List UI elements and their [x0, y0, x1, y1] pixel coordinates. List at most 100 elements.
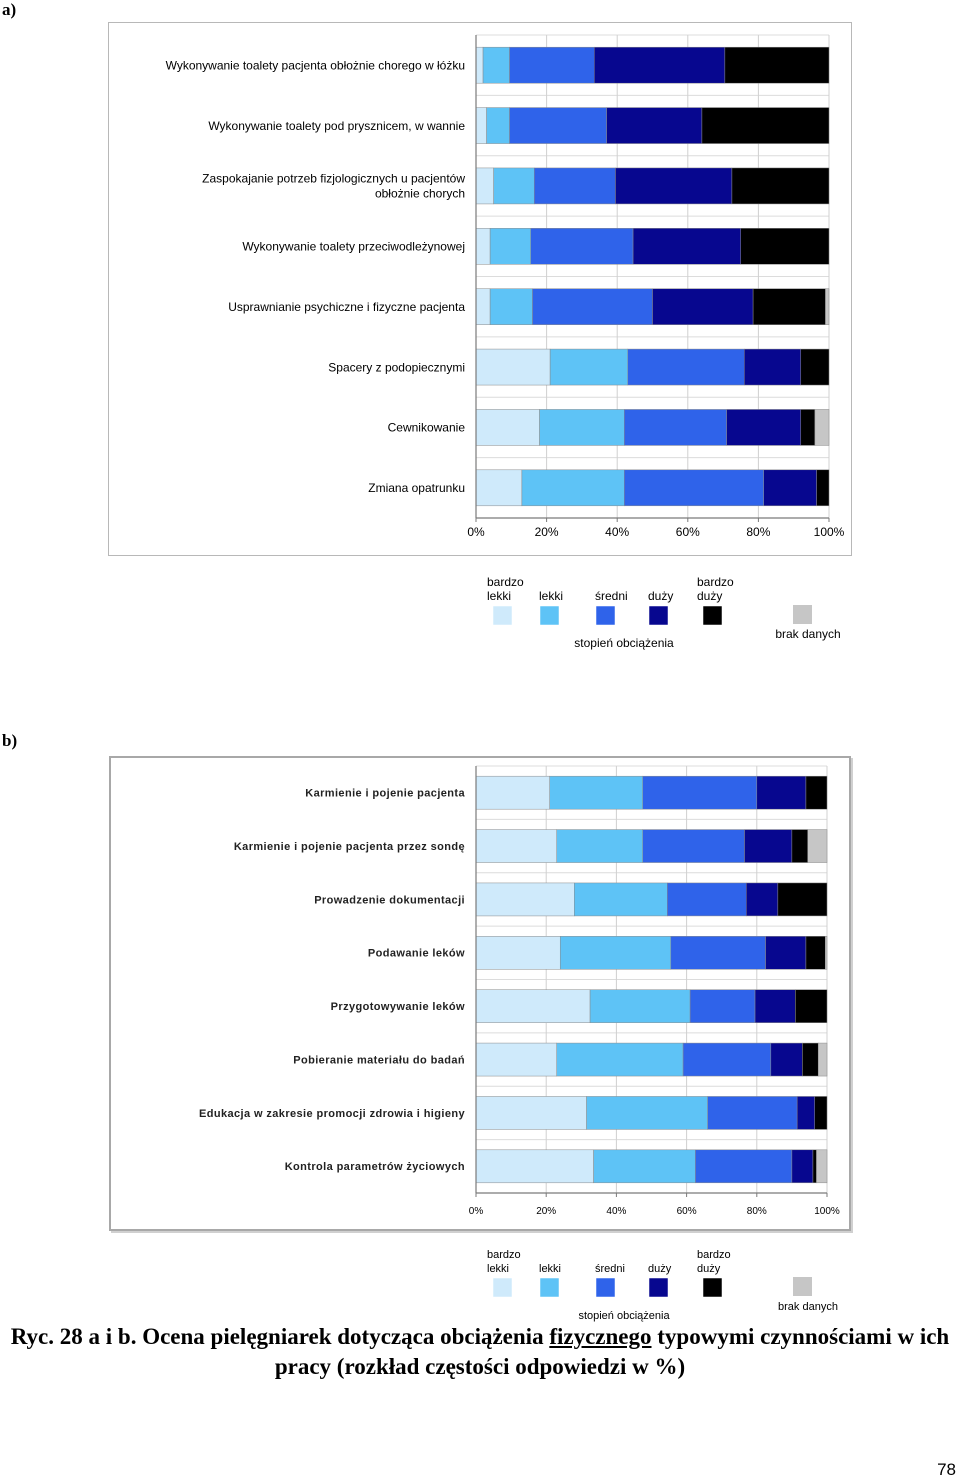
chart-b-bar-segment-duzy	[770, 1042, 803, 1077]
chart-b-bar-segment-brak-danych	[824, 936, 828, 970]
chart-a-legend-label-lekki: lekki	[539, 589, 563, 603]
chart-a-bar-segment-bardzo-duzy	[816, 469, 830, 507]
chart-b-bar-segment-sredni	[670, 936, 766, 970]
chart-b-bar-segment-bardzo-duzy	[814, 1096, 828, 1130]
chart-a-bar-segment-duzy	[606, 107, 703, 144]
chart-b-legend-label-bardzo-lekki: lekki	[487, 1263, 509, 1275]
chart-a-legend-swatch-bardzo-lekki	[492, 605, 513, 626]
chart-a-legend-label-brak-danych: brak danych	[775, 627, 840, 641]
chart-b-bar-segment-duzy	[765, 936, 807, 970]
chart-b-category-label: Pobieranie materiału do badań	[293, 1054, 465, 1066]
chart-b-legend-swatch-lekki	[539, 1277, 560, 1298]
chart-a-bar-segment-bardzo-duzy	[800, 348, 830, 386]
chart-a-bar-segment-bardzo-lekki	[475, 46, 484, 84]
chart-b-bar-segment-duzy	[754, 989, 796, 1023]
chart-a-bar-segment-bardzo-lekki	[475, 348, 551, 386]
chart-a-bar-segment-lekki	[482, 46, 510, 84]
chart-b-legend-label-bardzo-duzy: duży	[697, 1263, 721, 1275]
chart-a-category-label: obłożnie chorych	[375, 187, 465, 201]
chart-a-category-label: Zmiana opatrunku	[368, 481, 465, 495]
chart-b-legend-swatch-bardzo-lekki	[492, 1277, 513, 1298]
chart-b-bar-segment-sredni	[695, 1149, 793, 1184]
chart-a-bar-segment-bardzo-duzy	[800, 409, 816, 446]
chart-a-legend-label-bardzo-lekki: bardzo	[487, 575, 524, 589]
chart-a-category-label: Zaspokajanie potrzeb fizjologicznych u p…	[202, 172, 465, 186]
chart-a-bar-segment-bardzo-lekki	[475, 288, 491, 325]
chart-b-bar-segment-bardzo-duzy	[795, 989, 828, 1023]
chart-a-bar-segment-lekki	[489, 228, 531, 265]
chart-b-bar-segment-lekki	[589, 989, 691, 1023]
chart-b-bar-segment-bardzo-duzy	[805, 936, 826, 970]
chart-b-legend-swatch-bardzo-duzy	[702, 1277, 723, 1298]
chart-b-legend-label-bardzo-duzy: bardzo	[697, 1249, 731, 1261]
chart-b-bar-segment-brak-danych	[816, 1149, 828, 1184]
chart-a-bar-segment-sredni	[624, 469, 764, 507]
chart-b-bar-segment-duzy	[791, 1149, 814, 1184]
chart-b-bar-segment-sredni	[667, 882, 747, 917]
chart-b-legend-label-lekki: lekki	[539, 1263, 561, 1275]
chart-a-bar-segment-bardzo-duzy	[740, 228, 830, 265]
chart-a-category-label: Usprawnianie psychiczne i fizyczne pacje…	[228, 300, 465, 314]
chart-b-bar-segment-brak-danych	[807, 829, 828, 863]
chart-a-bar-segment-duzy	[632, 228, 742, 265]
chart-b-legend-label-duzy: duży	[648, 1263, 672, 1275]
chart-a-bar-segment-duzy	[763, 469, 817, 507]
chart-b-category-label: Karmienie i pojenie pacjenta	[305, 788, 465, 800]
chart-b-bar-segment-lekki	[549, 775, 643, 810]
chart-a-bar-segment-bardzo-lekki	[475, 409, 540, 446]
chart-b-category-label: Prowadzenie dokumentacji	[314, 894, 465, 906]
chart-a-bar-segment-bardzo-duzy	[731, 167, 830, 205]
chart-b-bar-segment-bardzo-lekki	[475, 936, 561, 970]
chart-a-bar-segment-duzy	[594, 46, 726, 84]
charts-svg: Wykonywanie toalety pacjenta obłożnie ch…	[166, 34, 845, 1322]
chart-a-category-label: Cewnikowanie	[388, 421, 466, 435]
chart-b-bar-segment-bardzo-duzy	[791, 829, 808, 863]
chart-a-bar-segment-bardzo-lekki	[475, 228, 491, 265]
chart-a-bar-segment-sredni	[624, 409, 727, 446]
chart-b-category-label: Kontrola parametrów życiowych	[285, 1161, 465, 1173]
chart-b-bar-segment-bardzo-duzy	[805, 775, 828, 810]
chart-b-bar-segment-sredni	[642, 829, 745, 863]
chart-a-legend-label-sredni: średni	[595, 589, 628, 603]
chart-a-category-label: Wykonywanie toalety pod prysznicem, w wa…	[208, 119, 465, 133]
chart-b-category-label: Podawanie leków	[368, 948, 465, 960]
panel-a-label: a)	[2, 0, 17, 19]
chart-b-bar-segment-sredni	[689, 989, 756, 1023]
chart-a-category-label: Wykonywanie toalety przeciwodleżynowej	[242, 240, 465, 254]
chart-a-x-tick-label: 0%	[467, 525, 485, 539]
chart-a-x-tick-label: 20%	[535, 525, 559, 539]
chart-a-bar-segment-sredni	[509, 107, 607, 144]
chart-b-x-tick-label: 60%	[677, 1206, 697, 1217]
chart-b-bar-segment-bardzo-lekki	[475, 1042, 557, 1077]
caption-suffix: typowymi czynnościami w ich pracy (rozkł…	[274, 1324, 950, 1379]
chart-b-bar-segment-bardzo-lekki	[475, 1096, 587, 1130]
chart-b-bar-segment-lekki	[593, 1149, 696, 1184]
chart-a-bar-segment-lekki	[521, 469, 625, 507]
chart-a-bar-segment-sredni	[532, 288, 653, 325]
chart-a-legend-label-bardzo-duzy: bardzo	[697, 575, 734, 589]
chart-b-bar-segment-sredni	[682, 1042, 772, 1077]
chart-a-legend-swatch-sredni	[595, 605, 616, 626]
chart-b-x-tick-label: 0%	[469, 1206, 484, 1217]
chart-b-bar-segment-bardzo-lekki	[475, 989, 591, 1023]
chart-b-legend-label-brak-danych: brak danych	[778, 1301, 838, 1313]
chart-b-bar-segment-lekki	[556, 1042, 684, 1077]
figure-caption: Ryc. 28 a i b. Ocena pielęgniarek dotycz…	[0, 1322, 960, 1382]
chart-b-x-tick-label: 80%	[747, 1206, 767, 1217]
chart-b-bar-segment-brak-danych	[817, 1042, 828, 1077]
chart-b-bar-segment-sredni	[707, 1096, 798, 1130]
chart-b-legend-label-bardzo-lekki: bardzo	[487, 1249, 521, 1261]
chart-a-x-tick-label: 40%	[605, 525, 629, 539]
chart-b-bar-segment-lekki	[559, 936, 672, 970]
chart-a-legend-label-bardzo-lekki: lekki	[487, 589, 511, 603]
chart-b-bar-segment-bardzo-duzy	[812, 1149, 817, 1184]
chart-a-bar-segment-bardzo-duzy	[752, 288, 826, 325]
chart-a-legend-swatch-bardzo-duzy	[702, 605, 723, 626]
chart-a-bar-segment-bardzo-duzy	[701, 107, 830, 144]
chart-b-bar-segment-duzy	[744, 829, 793, 863]
chart-a-bar-segment-lekki	[489, 288, 533, 325]
chart-a-legend-swatch-lekki	[539, 605, 560, 626]
chart-b-bar-segment-lekki	[586, 1096, 708, 1130]
chart-a-bar-segment-bardzo-lekki	[475, 167, 494, 205]
chart-a-bar-segment-duzy	[652, 288, 754, 325]
